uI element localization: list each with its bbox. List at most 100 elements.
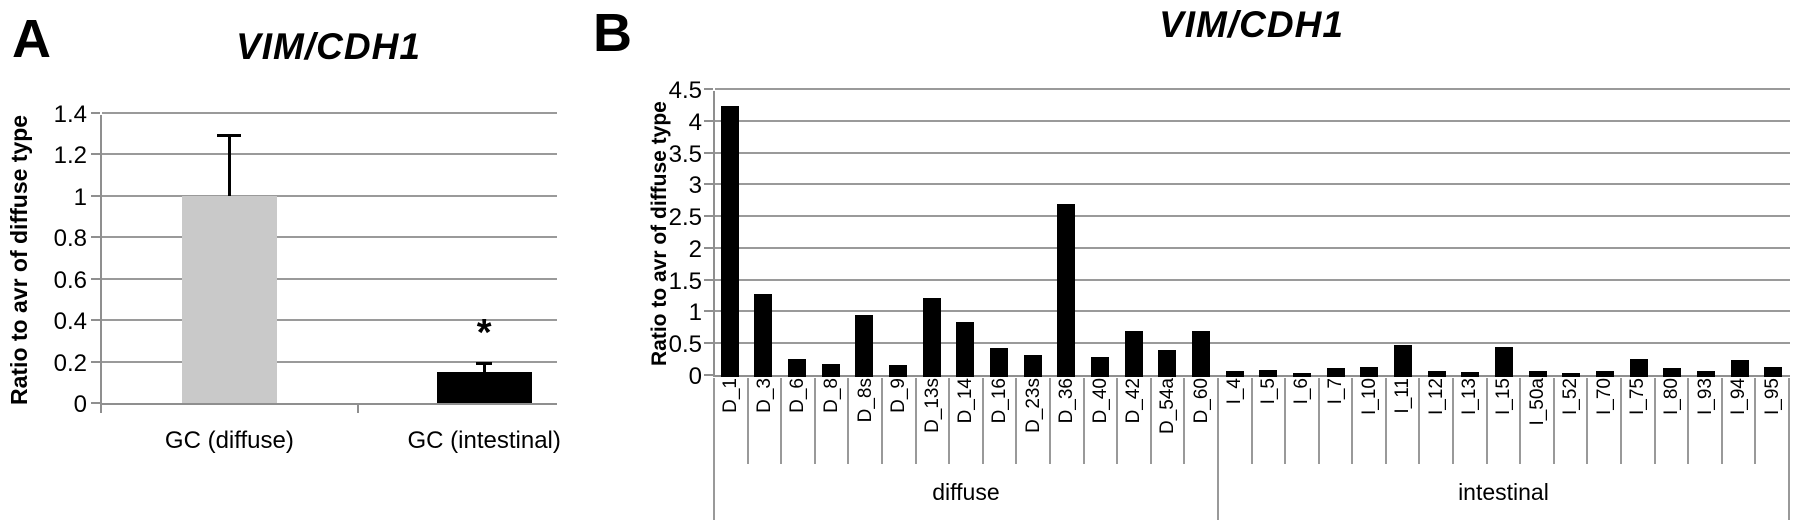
category-tick-cell: I_5 <box>1253 378 1287 464</box>
category-label: I_12 <box>1425 378 1447 415</box>
category-label: I_80 <box>1660 378 1682 415</box>
y-tick-label: 2 <box>688 235 702 263</box>
bar-cell <box>1521 91 1555 377</box>
category-label: I_70 <box>1593 378 1615 415</box>
category-label: GC (diffuse) <box>164 427 294 454</box>
bar-i-12 <box>1427 370 1446 377</box>
bar-i-11 <box>1393 345 1412 377</box>
y-tick-mark <box>704 246 713 249</box>
bar-cell <box>1117 91 1151 377</box>
y-tick-label: 2.5 <box>668 204 702 232</box>
y-tick-mark <box>91 360 100 363</box>
bar-cell <box>1420 91 1454 377</box>
category-tick-cell: I_11 <box>1387 378 1421 464</box>
bar-d-6 <box>788 359 807 377</box>
bar-i-70 <box>1595 370 1614 377</box>
y-tick-label: 1.5 <box>668 267 702 295</box>
gridline <box>102 319 557 322</box>
bar-cell <box>1453 91 1487 377</box>
y-tick-mark <box>704 215 713 218</box>
category-tick-cell: D_54a <box>1152 378 1186 464</box>
category-tick-cell: D_14 <box>950 378 984 464</box>
bar-cell <box>1756 91 1790 377</box>
bar-d-8 <box>821 363 840 377</box>
y-tick-mark <box>91 277 100 280</box>
bar-i-6 <box>1292 372 1311 377</box>
group-intestinal: intestinal <box>1219 464 1790 520</box>
category-label: I_50a <box>1526 378 1548 426</box>
gridline <box>102 277 557 280</box>
category-tick-cell: I_13 <box>1454 378 1488 464</box>
panel-b-category-axis: D_1 D_3 D_6 D_8 D_8s D_9 D_13s D_14 D_16 D_23s D_3… <box>713 378 1790 464</box>
category-tick-cell: D_42 <box>1118 378 1152 464</box>
y-tick-mark <box>91 402 100 404</box>
category-tick-cell: I_50a <box>1521 378 1555 464</box>
category-tick-cell: I_80 <box>1656 378 1690 464</box>
y-tick-label: 3 <box>688 172 702 200</box>
y-tick-label: 1.4 <box>53 101 87 128</box>
bar-i-15 <box>1494 346 1513 377</box>
bar-cell <box>1285 91 1319 377</box>
panel-b-letter: B <box>593 3 632 63</box>
panel-b-plot: 0 0.5 1 1.5 2 2.5 3 3.5 4 4.5 <box>669 79 1790 389</box>
x-tick-mark <box>356 403 359 413</box>
y-tick-label: 4 <box>688 108 702 136</box>
category-tick-cell: I_75 <box>1622 378 1656 464</box>
error-bar-stem <box>227 135 231 196</box>
y-tick-mark <box>91 112 100 114</box>
y-tick-mark <box>704 374 713 376</box>
bar-d-54a <box>1158 349 1177 377</box>
bar-cell <box>780 91 814 377</box>
category-tick-cell: I_6 <box>1286 378 1320 464</box>
category-tick-cell: D_3 <box>749 378 783 464</box>
gridline <box>715 215 1790 218</box>
category-label: D_14 <box>955 378 977 424</box>
category-label: D_8s <box>854 378 876 423</box>
y-tick-label: 4.5 <box>668 77 702 104</box>
gridline <box>102 236 557 239</box>
category-label: I_95 <box>1761 378 1783 415</box>
bar-d-9 <box>889 364 908 377</box>
y-tick-label: 0.8 <box>53 225 87 253</box>
bar-cell <box>747 91 781 377</box>
bar-i-13 <box>1461 371 1480 377</box>
panel-b-bars-area <box>713 91 1790 377</box>
y-tick-label: 1 <box>73 183 87 211</box>
y-tick-mark <box>704 88 713 90</box>
category-label: D_9 <box>888 378 910 413</box>
bar-i-94 <box>1730 359 1749 377</box>
gridline <box>715 278 1790 281</box>
bar-cell <box>1622 91 1656 377</box>
bar-cell <box>1588 91 1622 377</box>
panel-b: B VIM/CDH1 Ratio to avr of diffuse type … <box>560 0 1795 526</box>
category-tick-cell: D_8s <box>849 378 883 464</box>
bar-d-1 <box>720 105 739 377</box>
y-tick-mark <box>91 194 100 197</box>
category-label: I_93 <box>1694 378 1716 415</box>
y-tick-mark <box>91 153 100 156</box>
bar-i-10 <box>1360 366 1379 377</box>
category-tick-cell: D_23s <box>1017 378 1051 464</box>
bar-d-60 <box>1192 330 1211 377</box>
bar-gc-diffuse <box>181 195 277 403</box>
bar-i-80 <box>1663 368 1682 377</box>
category-label: D_8 <box>821 378 843 413</box>
category-tick-cell: I_10 <box>1353 378 1387 464</box>
bar-cell <box>1083 91 1117 377</box>
y-tick-mark <box>704 342 713 345</box>
bar-cell <box>1554 91 1588 377</box>
category-tick-cell: I_70 <box>1588 378 1623 464</box>
bar-cell <box>949 91 983 377</box>
gridline <box>102 112 557 114</box>
gridline <box>102 153 557 156</box>
category-tick-cell: D_13s <box>917 378 951 464</box>
bar-i-93 <box>1696 370 1715 377</box>
category-label: I_15 <box>1492 378 1514 415</box>
category-label: D_13s <box>921 378 943 433</box>
category-tick-cell: D_36 <box>1051 378 1085 464</box>
category-label: D_1 <box>720 378 742 413</box>
error-bar-stem <box>482 363 486 372</box>
gridline <box>715 183 1790 186</box>
bar-cell <box>1723 91 1757 377</box>
